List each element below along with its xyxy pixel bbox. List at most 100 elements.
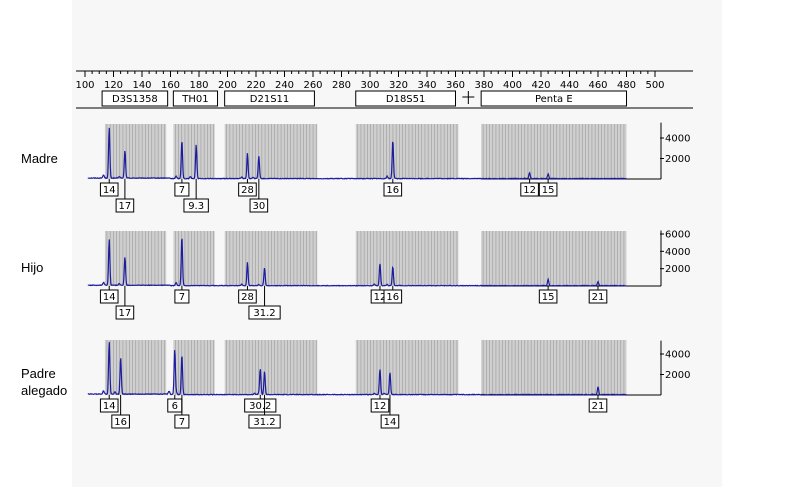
allele-bin [173,340,215,395]
allele-label: 17 [119,201,132,212]
x-tick-label: 280 [332,80,351,91]
x-tick-label: 260 [303,80,322,91]
allele-label-box[interactable] [380,414,400,429]
allele-label: 17 [119,308,132,319]
allele-label-box[interactable] [588,289,608,304]
x-tick-label: 300 [360,80,379,91]
x-tick-label: 120 [104,80,123,91]
allele-bin [173,124,215,179]
trace-line [87,238,626,287]
allele-label-box[interactable] [183,198,209,213]
allele-label: 14 [103,401,116,412]
allele-label: 14 [103,292,116,303]
allele-bin [355,340,459,395]
allele-label: 21 [592,292,605,303]
allele-label: 28 [241,185,254,196]
allele-label: 14 [384,417,397,428]
allele-label: 12 [374,401,387,412]
allele-label-box[interactable] [99,289,119,304]
x-tick-label: 400 [503,80,522,91]
allele-label: 16 [386,185,399,196]
panel-label: Madre [21,151,58,166]
allele-label: 6 [172,401,178,412]
allele-label-box[interactable] [174,182,190,197]
allele-label: 15 [542,185,555,196]
allele-label: 28 [241,292,254,303]
marker-box[interactable] [355,90,456,107]
panel-label: Padre [21,366,56,381]
allele-label-box[interactable] [99,398,119,413]
allele-label: 12 [523,185,536,196]
x-tick-label: 240 [275,80,294,91]
allele-label: 21 [592,401,605,412]
allele-bin [355,231,459,286]
y-tick-label: 6000 [665,230,690,241]
allele-label-box[interactable] [99,182,119,197]
marker-box[interactable] [101,90,169,107]
allele-label-box[interactable] [249,198,269,213]
allele-label: 7 [179,185,185,196]
x-tick-label: 460 [588,80,607,91]
marker-label: D3S1358 [112,94,158,105]
x-tick-label: 340 [417,80,436,91]
allele-label: 16 [386,292,399,303]
allele-label-box[interactable] [238,289,257,304]
allele-label-box[interactable] [174,289,190,304]
allele-label-box[interactable] [520,182,539,197]
y-tick-label: 2000 [665,264,690,275]
allele-label-box[interactable] [383,182,403,197]
allele-label: 30 [252,201,265,212]
allele-label-box[interactable] [538,182,558,197]
allele-label-box[interactable] [111,414,130,429]
x-tick-label: 220 [246,80,265,91]
allele-label-box[interactable] [383,289,403,304]
allele-label: 31.2 [253,417,275,428]
x-tick-label: 420 [531,80,550,91]
x-tick-label: 180 [189,80,208,91]
allele-label-box[interactable] [248,305,281,320]
y-tick-label: 2000 [665,154,690,165]
allele-label: 12 [374,292,387,303]
marker-box[interactable] [480,90,627,107]
panel-label: Hijo [21,260,43,275]
allele-label: 30.2 [249,401,271,412]
allele-bin [224,340,318,395]
allele-label-box[interactable] [248,414,281,429]
marker-label: D21S11 [250,94,290,105]
allele-label-box[interactable] [588,398,608,413]
marker-box[interactable] [224,90,315,107]
x-tick-label: 500 [645,80,664,91]
allele-label-box[interactable] [115,198,135,213]
panel-label: alegado [21,383,67,398]
allele-label: 9.3 [188,201,204,212]
x-tick-label: 320 [389,80,408,91]
y-tick-label: 4000 [665,134,690,145]
trace-line [87,127,627,180]
allele-label-box[interactable] [238,182,257,197]
x-tick-label: 160 [161,80,180,91]
allele-label-box[interactable] [174,414,190,429]
allele-label: 15 [542,292,555,303]
allele-label-box[interactable] [370,398,390,413]
allele-label-box[interactable] [115,305,135,320]
allele-label-box[interactable] [244,398,277,413]
allele-bin [224,231,318,286]
x-tick-label: 480 [617,80,636,91]
marker-label: Penta E [535,94,573,105]
allele-label: 7 [179,417,185,428]
y-tick-label: 4000 [665,247,690,258]
allele-label-box[interactable] [538,289,558,304]
allele-bin [224,124,318,179]
x-tick-label: 360 [446,80,465,91]
allele-label: 7 [179,292,185,303]
x-tick-label: 440 [560,80,579,91]
allele-bin [173,231,215,286]
allele-label: 31.2 [253,308,275,319]
marker-label: D18S51 [386,94,426,105]
trace-line [87,342,627,396]
marker-box[interactable] [172,90,219,107]
allele-label: 16 [114,417,127,428]
x-tick-label: 100 [75,80,94,91]
